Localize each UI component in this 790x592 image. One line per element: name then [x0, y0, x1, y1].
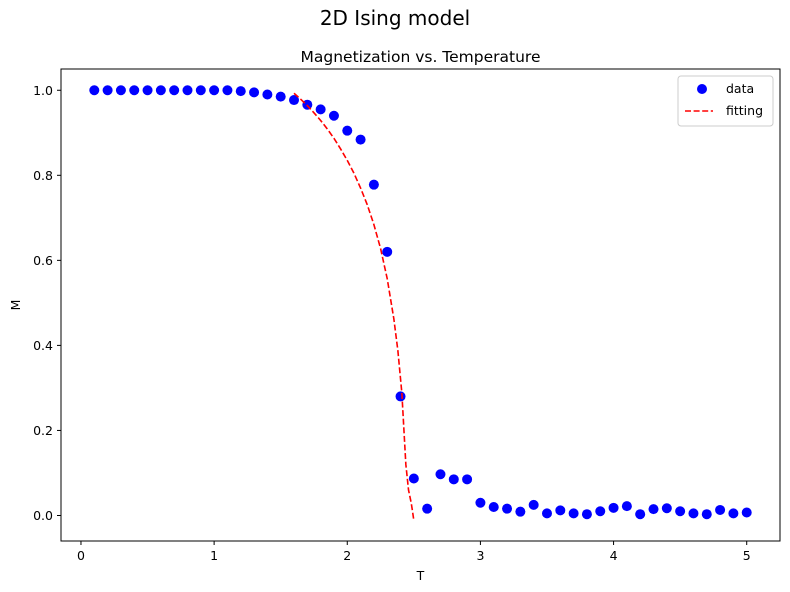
x-tick-label: 1: [210, 548, 218, 563]
data-point: [115, 85, 126, 96]
data-point: [142, 85, 153, 96]
plot-area: [89, 85, 752, 521]
figure-title: 2D Ising model: [320, 6, 470, 30]
data-point: [408, 473, 419, 484]
data-point: [275, 91, 286, 102]
data-point: [502, 503, 513, 514]
data-point: [262, 89, 273, 100]
data-point: [195, 85, 206, 96]
data-point: [595, 506, 606, 517]
data-point: [528, 499, 539, 510]
y-axis-ticks: 0.0 0.2 0.4 0.6 0.8 1.0: [33, 83, 61, 523]
data-point: [209, 85, 220, 96]
data-point: [688, 508, 699, 519]
data-point: [648, 504, 659, 515]
data-point: [568, 508, 579, 519]
data-point: [741, 507, 752, 518]
y-tick-label: 0.4: [33, 338, 53, 353]
chart-title: Magnetization vs. Temperature: [301, 48, 541, 66]
data-point: [541, 508, 552, 519]
data-point: [462, 474, 473, 485]
legend-marker-data: [697, 84, 707, 94]
data-point: [555, 505, 566, 516]
data-point: [675, 506, 686, 517]
data-point: [608, 502, 619, 513]
y-tick-label: 0.6: [33, 253, 53, 268]
data-point: [315, 104, 326, 115]
axes-frame: [60, 68, 781, 542]
y-tick-label: 0.0: [33, 508, 53, 523]
data-point: [235, 86, 246, 97]
data-point: [289, 95, 300, 106]
data-point: [382, 246, 393, 257]
data-point: [129, 85, 140, 96]
legend-label-fitting: fitting: [726, 103, 763, 118]
y-tick-label: 0.8: [33, 168, 53, 183]
y-tick-label: 1.0: [33, 83, 53, 98]
y-axis-label: M: [8, 300, 23, 311]
data-point: [435, 469, 446, 480]
data-point: [728, 508, 739, 519]
data-point: [701, 509, 712, 520]
data-point: [395, 391, 406, 402]
legend: data fitting: [677, 75, 774, 127]
data-point: [715, 504, 726, 515]
data-point: [581, 509, 592, 520]
data-point: [488, 501, 499, 512]
data-point: [89, 85, 100, 96]
data-point: [475, 497, 486, 508]
x-axis-ticks: 0 1 2 3 4 5: [77, 541, 751, 563]
x-tick-label: 4: [610, 548, 618, 563]
y-tick-label: 0.2: [33, 423, 53, 438]
data-point: [368, 179, 379, 190]
data-point: [661, 503, 672, 514]
data-point: [422, 503, 433, 514]
data-point: [169, 85, 180, 96]
data-point: [342, 125, 353, 136]
data-point: [182, 85, 193, 96]
data-point: [155, 85, 166, 96]
data-point: [448, 474, 459, 485]
x-axis-label: T: [416, 568, 425, 583]
data-point: [515, 506, 526, 517]
data-point: [635, 509, 646, 520]
data-point: [328, 110, 339, 121]
x-tick-label: 5: [743, 548, 751, 563]
x-tick-label: 2: [343, 548, 351, 563]
fitting-curve: [293, 92, 415, 521]
legend-label-data: data: [726, 81, 754, 96]
data-point: [102, 85, 113, 96]
x-tick-label: 3: [476, 548, 484, 563]
data-point: [249, 87, 260, 98]
x-tick-label: 0: [77, 548, 85, 563]
data-point: [621, 501, 632, 512]
data-point: [222, 85, 233, 96]
data-point: [355, 134, 366, 145]
